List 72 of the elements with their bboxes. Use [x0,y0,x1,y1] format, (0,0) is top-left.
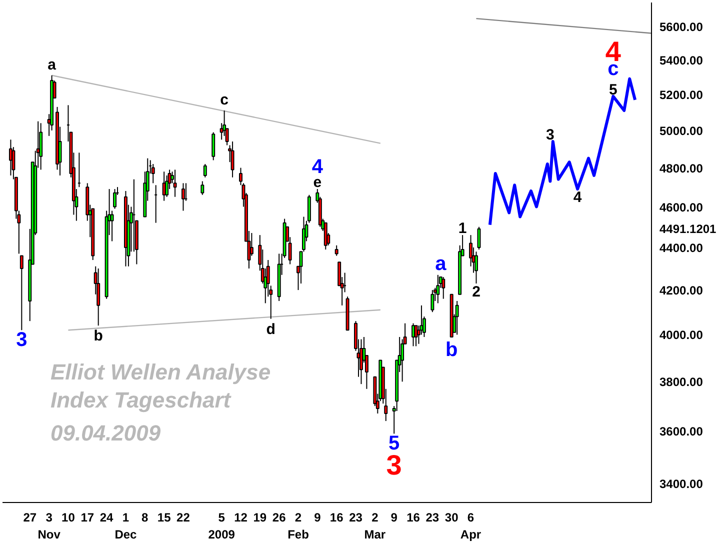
x-tick-label: 16 [406,510,420,524]
annotation: 5 [608,81,618,98]
y-tick-label: 4400.00 [660,240,704,255]
candlestick [442,276,446,300]
y-tick-label: 5400.00 [660,53,704,68]
x-tick-label: 17 [80,510,94,524]
annotation: 3 [16,329,28,352]
x-tick-label: 2 Feb [288,510,309,542]
y-tick-label: 4000.00 [660,328,704,342]
candlestick [430,290,434,313]
y-tick-label: 5000.00 [660,124,704,138]
candlestick [324,222,328,250]
annotation: 2 [472,284,480,301]
x-tick-label: 27 [23,510,37,524]
annotation: a [48,56,57,74]
annotation: Index Tageschart [50,388,232,412]
annotation: 1 [458,220,467,238]
annotation: a [435,253,448,276]
x-tick-label: 8 [142,510,149,524]
candlestick [334,244,338,256]
candlestick [96,268,100,326]
x-tick-label: 5 2009 [208,510,236,542]
x-tick-label: 10 [62,510,76,524]
x-tick-label: 15 [157,510,172,524]
candlestick [436,274,440,304]
y-tick-label: 5200.00 [660,88,704,102]
annotation: d [266,320,276,338]
candlestick [151,163,155,184]
x-tick-label: 3 Nov [38,510,61,542]
x-tick-label: 2 Mar [364,510,386,542]
y-tick-label: 4491.1201 [660,222,717,236]
candlestick [230,140,234,178]
candlestick [20,255,24,331]
annotation: b [94,328,103,345]
annotation: c [220,92,228,109]
y-tick-label: 4600.00 [660,200,704,214]
x-tick-label: 16 [330,510,344,524]
y-tick-label: 4200.00 [660,284,704,298]
candlestick [113,188,117,210]
y-tick-label: 3400.00 [660,476,704,491]
x-tick-label: 30 [444,510,459,524]
candlestick [212,132,216,161]
x-tick-label: 22 [176,510,190,524]
annotation: b [445,338,458,361]
candlestick [203,163,207,178]
candlestick [182,182,185,212]
annotation: Elliot Wellen Analyse [50,360,271,384]
x-tick-label: 1 Dec [114,510,138,542]
x-tick-label: 6 Apr [460,510,482,542]
x-tick-label: 9 [314,510,322,524]
x-tick-label: 19 [253,510,267,524]
candlestick [173,169,177,198]
x-tick-label: 23 [349,510,363,524]
x-tick-label: 12 [234,510,248,524]
x-tick-label: 24 [100,510,114,524]
annotation: 3 [546,126,554,144]
candlestick [400,338,404,382]
y-tick-label: 3600.00 [660,424,704,439]
candlestick [392,406,396,434]
candlestick [477,226,481,250]
y-tick-label: 4800.00 [660,161,704,176]
candlestick [200,180,204,196]
annotation: 4 [573,189,582,206]
annotation: 09.04.2009 [50,420,162,446]
y-tick-label: 5600.00 [660,20,704,34]
y-tick-label: 3800.00 [660,375,704,390]
line-series [488,77,637,226]
x-tick-label: 26 [272,510,286,524]
candlestick [474,251,478,284]
x-tick-label: 9 [390,510,398,524]
candlestick [455,300,459,336]
x-tick-label: 23 [426,510,440,524]
